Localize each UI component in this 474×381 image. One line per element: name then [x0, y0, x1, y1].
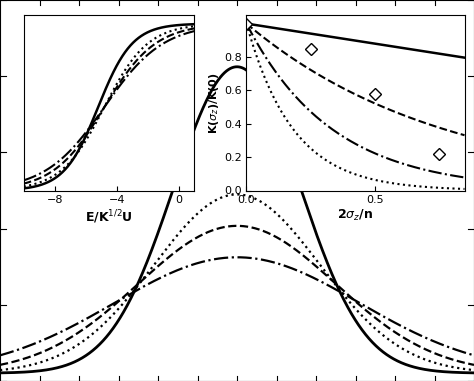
X-axis label: E/K$^{1/2}$U: E/K$^{1/2}$U	[85, 208, 133, 226]
X-axis label: 2$\sigma_z$/n: 2$\sigma_z$/n	[337, 208, 374, 223]
Y-axis label: K($\sigma_z$)/K(0): K($\sigma_z$)/K(0)	[207, 72, 221, 134]
